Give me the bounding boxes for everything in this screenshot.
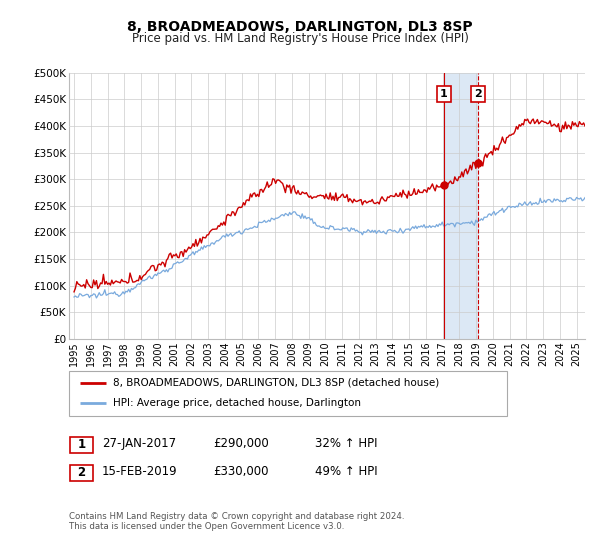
FancyBboxPatch shape: [70, 437, 93, 452]
Text: 1: 1: [440, 89, 448, 99]
Text: 15-FEB-2019: 15-FEB-2019: [102, 465, 178, 478]
Text: 27-JAN-2017: 27-JAN-2017: [102, 437, 176, 450]
Text: This data is licensed under the Open Government Licence v3.0.: This data is licensed under the Open Gov…: [69, 522, 344, 531]
Text: £330,000: £330,000: [213, 465, 269, 478]
Text: 8, BROADMEADOWS, DARLINGTON, DL3 8SP (detached house): 8, BROADMEADOWS, DARLINGTON, DL3 8SP (de…: [113, 378, 439, 388]
Text: 32% ↑ HPI: 32% ↑ HPI: [315, 437, 377, 450]
Text: £290,000: £290,000: [213, 437, 269, 450]
Text: 2: 2: [77, 466, 86, 479]
Text: 2: 2: [474, 89, 482, 99]
FancyBboxPatch shape: [69, 371, 507, 416]
FancyBboxPatch shape: [70, 465, 93, 480]
Bar: [444, 73, 478, 339]
Text: 49% ↑ HPI: 49% ↑ HPI: [315, 465, 377, 478]
Text: Contains HM Land Registry data © Crown copyright and database right 2024.: Contains HM Land Registry data © Crown c…: [69, 512, 404, 521]
Text: 8, BROADMEADOWS, DARLINGTON, DL3 8SP: 8, BROADMEADOWS, DARLINGTON, DL3 8SP: [127, 20, 473, 34]
Text: HPI: Average price, detached house, Darlington: HPI: Average price, detached house, Darl…: [113, 398, 361, 408]
Text: 1: 1: [77, 438, 86, 451]
Text: Price paid vs. HM Land Registry's House Price Index (HPI): Price paid vs. HM Land Registry's House …: [131, 32, 469, 45]
